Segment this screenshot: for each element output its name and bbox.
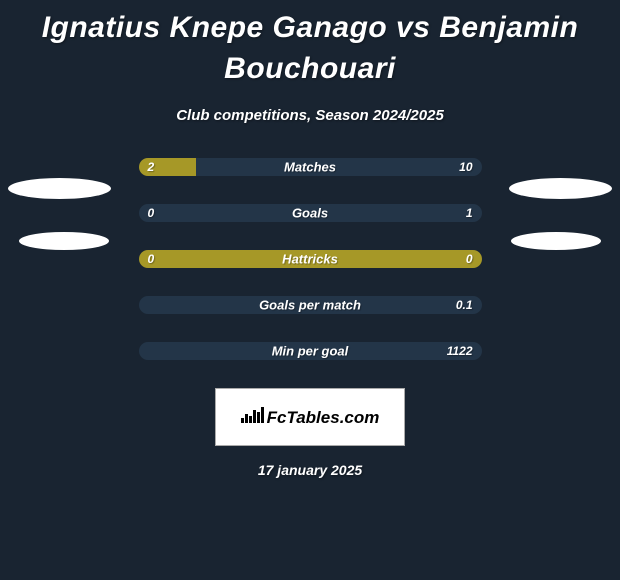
stat-label: Hattricks: [282, 252, 338, 267]
stat-row: 2 10 Matches: [0, 158, 620, 176]
player1-logo-placeholder-1: [8, 178, 111, 199]
stat-bar-right: [196, 158, 482, 176]
stat-bar: 0.1 Goals per match: [139, 296, 482, 314]
stat-value-left: 0: [148, 206, 155, 220]
stat-value-left: 2: [148, 160, 155, 174]
stat-row: 0 1 Goals: [0, 204, 620, 222]
stat-value-right: 1122: [447, 344, 473, 358]
date-text: 17 january 2025: [0, 462, 620, 478]
stat-row: 1122 Min per goal: [0, 342, 620, 360]
stat-value-right: 0: [466, 252, 473, 266]
player2-logo-placeholder-2: [511, 232, 601, 250]
footer-brand-text: FcTables.com: [267, 408, 380, 428]
stat-value-right: 10: [459, 160, 472, 174]
stat-row: 0 0 Hattricks: [0, 250, 620, 268]
stat-label: Min per goal: [272, 344, 349, 359]
page-title: Ignatius Knepe Ganago vs Benjamin Boucho…: [0, 0, 620, 89]
player1-logo-placeholder-2: [19, 232, 109, 250]
stat-label: Matches: [284, 160, 336, 175]
footer-branding: FcTables.com: [215, 388, 405, 446]
stat-bar: 0 0 Hattricks: [139, 250, 482, 268]
stat-value-left: 0: [148, 252, 155, 266]
stat-value-right: 1: [466, 206, 473, 220]
footer-logo: FcTables.com: [241, 407, 380, 428]
player2-logo-placeholder-1: [509, 178, 612, 199]
stat-bar: 0 1 Goals: [139, 204, 482, 222]
stat-bar: 1122 Min per goal: [139, 342, 482, 360]
stat-label: Goals: [292, 206, 328, 221]
stat-label: Goals per match: [259, 298, 361, 313]
stat-value-right: 0.1: [456, 298, 473, 312]
stat-row: 0.1 Goals per match: [0, 296, 620, 314]
subtitle: Club competitions, Season 2024/2025: [0, 107, 620, 124]
stat-bar: 2 10 Matches: [139, 158, 482, 176]
chart-icon: [241, 407, 264, 423]
